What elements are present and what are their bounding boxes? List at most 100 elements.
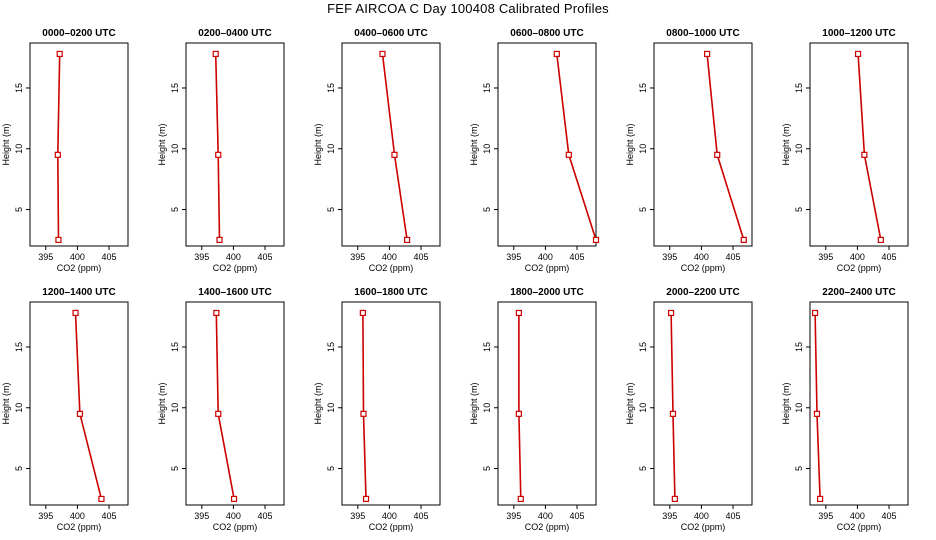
y-axis-label: Height (m) bbox=[313, 382, 323, 424]
panel-title: 2000–2200 UTC bbox=[666, 287, 739, 298]
data-point bbox=[216, 236, 223, 244]
data-point bbox=[817, 495, 824, 503]
data-point bbox=[740, 236, 747, 244]
x-tick-label: 405 bbox=[570, 252, 585, 262]
x-tick-label: 395 bbox=[38, 252, 53, 262]
panel-9: 1600–1800 UTC 395 400 405 5 10 15 CO2 (ppm) Heig… bbox=[313, 287, 441, 532]
panel-title: 0600–0800 UTC bbox=[510, 28, 583, 39]
x-tick-label: 395 bbox=[350, 511, 365, 521]
plot-frame bbox=[497, 42, 597, 247]
y-tick-label: 10 bbox=[170, 144, 180, 154]
y-axis-label: Height (m) bbox=[469, 123, 479, 165]
x-tick-label: 405 bbox=[102, 511, 117, 521]
panel-title: 1000–1200 UTC bbox=[822, 28, 895, 39]
y-axis-label: Height (m) bbox=[1, 382, 11, 424]
panel-title: 1400–1600 UTC bbox=[198, 287, 271, 298]
x-tick-label: 400 bbox=[694, 252, 709, 262]
data-point bbox=[813, 410, 821, 417]
profile-line bbox=[814, 312, 821, 499]
panel-title: 0000–0200 UTC bbox=[42, 28, 115, 39]
y-tick-label: 15 bbox=[170, 83, 180, 93]
y-axis-label: Height (m) bbox=[781, 123, 791, 165]
data-point bbox=[704, 50, 711, 58]
y-tick-label: 15 bbox=[482, 83, 492, 93]
x-axis-label: CO2 (ppm) bbox=[369, 263, 414, 273]
data-point bbox=[515, 309, 522, 317]
plot-frame bbox=[497, 301, 597, 506]
data-point bbox=[360, 410, 367, 417]
plot-frame bbox=[809, 301, 909, 506]
y-tick-label: 15 bbox=[326, 342, 336, 352]
y-tick-label: 5 bbox=[482, 207, 492, 212]
y-tick-label: 5 bbox=[326, 207, 336, 212]
y-tick-label: 15 bbox=[326, 83, 336, 93]
y-tick-label: 5 bbox=[14, 207, 24, 212]
plot-frame bbox=[29, 301, 129, 506]
x-axis-label: CO2 (ppm) bbox=[681, 263, 726, 273]
plot-frame bbox=[341, 42, 441, 247]
profile-line bbox=[362, 312, 367, 499]
data-point bbox=[404, 236, 411, 244]
x-tick-label: 405 bbox=[258, 252, 273, 262]
panel-title: 1600–1800 UTC bbox=[354, 287, 427, 298]
panel-title: 0800–1000 UTC bbox=[666, 28, 739, 39]
x-tick-label: 405 bbox=[882, 252, 897, 262]
data-point bbox=[811, 309, 819, 317]
x-axis-label: CO2 (ppm) bbox=[525, 522, 570, 532]
plot-frame bbox=[341, 301, 441, 506]
x-tick-label: 395 bbox=[194, 511, 209, 521]
x-tick-label: 400 bbox=[850, 511, 865, 521]
x-tick-label: 400 bbox=[226, 511, 241, 521]
y-tick-label: 10 bbox=[638, 144, 648, 154]
data-point bbox=[854, 50, 862, 58]
x-axis-label: CO2 (ppm) bbox=[681, 522, 726, 532]
profile-line bbox=[670, 312, 676, 499]
x-axis-label: CO2 (ppm) bbox=[525, 263, 570, 273]
x-tick-label: 395 bbox=[506, 252, 521, 262]
panel-1: 0000–0200 UTC 395 400 405 5 10 15 CO2 (ppm) Heig… bbox=[1, 28, 129, 273]
panel-12: 2200–2400 UTC 395 400 405 5 10 15 CO2 (ppm) Heig… bbox=[781, 287, 909, 532]
y-tick-label: 15 bbox=[14, 342, 24, 352]
plot-frame bbox=[653, 301, 753, 506]
data-point bbox=[213, 309, 220, 317]
data-point bbox=[391, 151, 398, 158]
y-tick-label: 10 bbox=[170, 403, 180, 413]
panel-4: 0600–0800 UTC 395 400 405 5 10 15 CO2 (ppm) Heig… bbox=[469, 28, 600, 273]
y-tick-label: 10 bbox=[794, 403, 804, 413]
data-point bbox=[76, 410, 84, 417]
x-tick-label: 405 bbox=[258, 511, 273, 521]
data-point bbox=[54, 151, 61, 158]
panel-6: 1000–1200 UTC 395 400 405 5 10 15 CO2 (ppm) Heig… bbox=[781, 28, 909, 273]
panel-2: 0200–0400 UTC 395 400 405 5 10 15 CO2 (ppm) Heig… bbox=[157, 28, 285, 273]
x-tick-label: 405 bbox=[570, 511, 585, 521]
profile-line bbox=[857, 53, 882, 241]
panel-title: 0400–0600 UTC bbox=[354, 28, 427, 39]
data-point bbox=[215, 151, 222, 158]
profile-line bbox=[56, 53, 61, 240]
y-tick-label: 10 bbox=[14, 403, 24, 413]
data-point bbox=[362, 495, 370, 503]
data-point bbox=[98, 495, 105, 503]
data-point bbox=[667, 309, 675, 317]
x-tick-label: 400 bbox=[694, 511, 709, 521]
x-tick-label: 400 bbox=[850, 252, 865, 262]
y-axis-label: Height (m) bbox=[781, 382, 791, 424]
y-tick-label: 10 bbox=[482, 144, 492, 154]
y-tick-label: 5 bbox=[14, 466, 24, 471]
y-tick-label: 5 bbox=[794, 207, 804, 212]
y-tick-label: 15 bbox=[794, 83, 804, 93]
data-point bbox=[669, 410, 677, 417]
x-tick-label: 395 bbox=[38, 511, 53, 521]
x-tick-label: 405 bbox=[726, 511, 741, 521]
x-tick-label: 395 bbox=[350, 252, 365, 262]
y-tick-label: 15 bbox=[482, 342, 492, 352]
x-tick-label: 395 bbox=[194, 252, 209, 262]
y-tick-label: 5 bbox=[170, 466, 180, 471]
y-tick-label: 15 bbox=[638, 83, 648, 93]
y-tick-label: 10 bbox=[326, 403, 336, 413]
profile-line bbox=[215, 312, 235, 500]
y-tick-label: 10 bbox=[482, 403, 492, 413]
x-axis-label: CO2 (ppm) bbox=[213, 522, 258, 532]
plot-frame bbox=[185, 301, 285, 506]
